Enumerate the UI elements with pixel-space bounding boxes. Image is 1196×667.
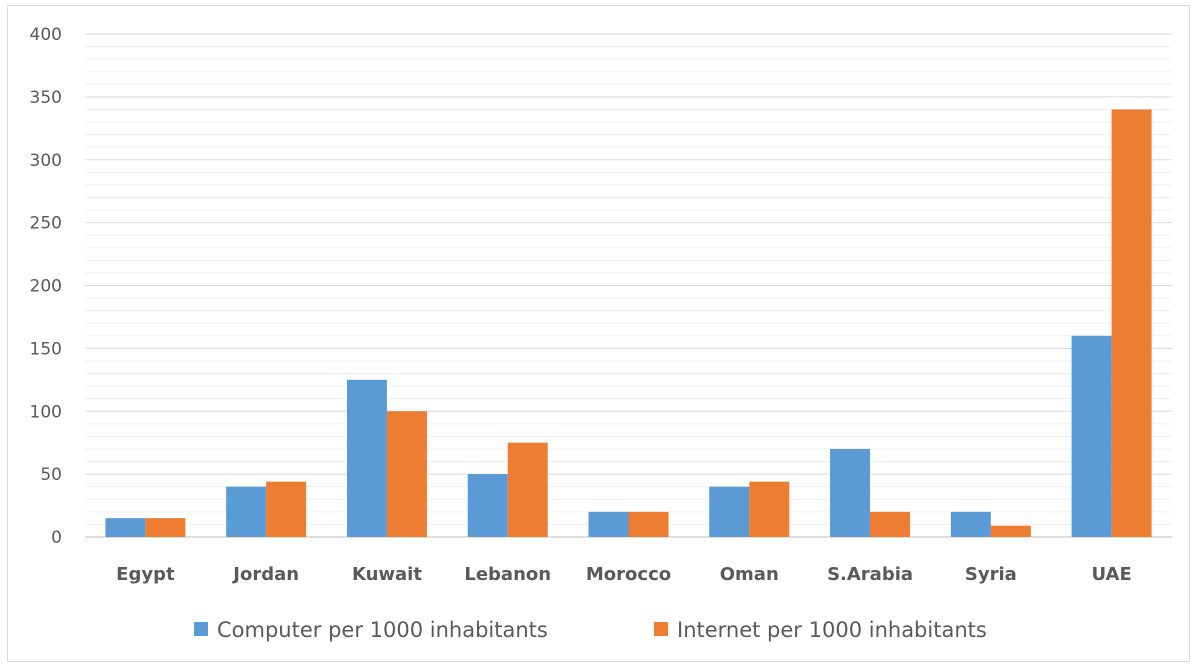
chart-area	[7, 5, 1190, 662]
y-tick-label: 50	[40, 465, 62, 485]
bar-jordan-computer	[226, 486, 267, 537]
bar-lebanon-internet	[507, 442, 548, 537]
x-category-label: Syria	[965, 564, 1017, 585]
bar-jordan-internet	[266, 481, 307, 537]
bar-sarabia-computer	[830, 448, 871, 537]
y-tick-label: 300	[30, 151, 62, 171]
y-tick-label: 400	[30, 25, 62, 45]
legend-label: Internet per 1000 inhabitants	[677, 618, 987, 642]
bar-oman-computer	[709, 486, 750, 537]
legend-swatch	[654, 622, 668, 636]
y-tick-label: 200	[30, 277, 62, 297]
x-category-label: Jordan	[231, 564, 299, 585]
x-category-label: UAE	[1091, 564, 1131, 585]
bar-uae-internet	[1111, 109, 1152, 537]
bar-lebanon-computer	[467, 474, 508, 537]
y-tick-label: 350	[30, 88, 62, 108]
legend-label: Computer per 1000 inhabitants	[217, 618, 548, 642]
bar-syria-internet	[990, 525, 1031, 537]
bar-kuwait-internet	[386, 411, 427, 537]
x-category-label: Morocco	[586, 564, 671, 585]
x-category-label: Kuwait	[352, 564, 422, 585]
x-category-label: Oman	[720, 564, 779, 585]
y-tick-label: 0	[51, 528, 62, 548]
bar-morocco-internet	[628, 511, 669, 537]
y-tick-label: 150	[30, 339, 62, 359]
bar-kuwait-computer	[346, 379, 387, 537]
x-category-label: Egypt	[116, 564, 175, 585]
y-tick-label: 250	[30, 214, 62, 234]
y-tick-label: 100	[30, 402, 62, 422]
bar-uae-computer	[1071, 335, 1112, 537]
bar-morocco-computer	[588, 511, 629, 537]
bar-oman-internet	[749, 481, 790, 537]
legend-swatch	[194, 622, 208, 636]
x-category-label: Lebanon	[464, 564, 551, 585]
bar-sarabia-internet	[870, 511, 911, 537]
bar-syria-computer	[950, 511, 991, 537]
x-category-label: S.Arabia	[827, 564, 913, 585]
bar-egypt-internet	[145, 518, 186, 537]
bar-egypt-computer	[105, 518, 146, 537]
